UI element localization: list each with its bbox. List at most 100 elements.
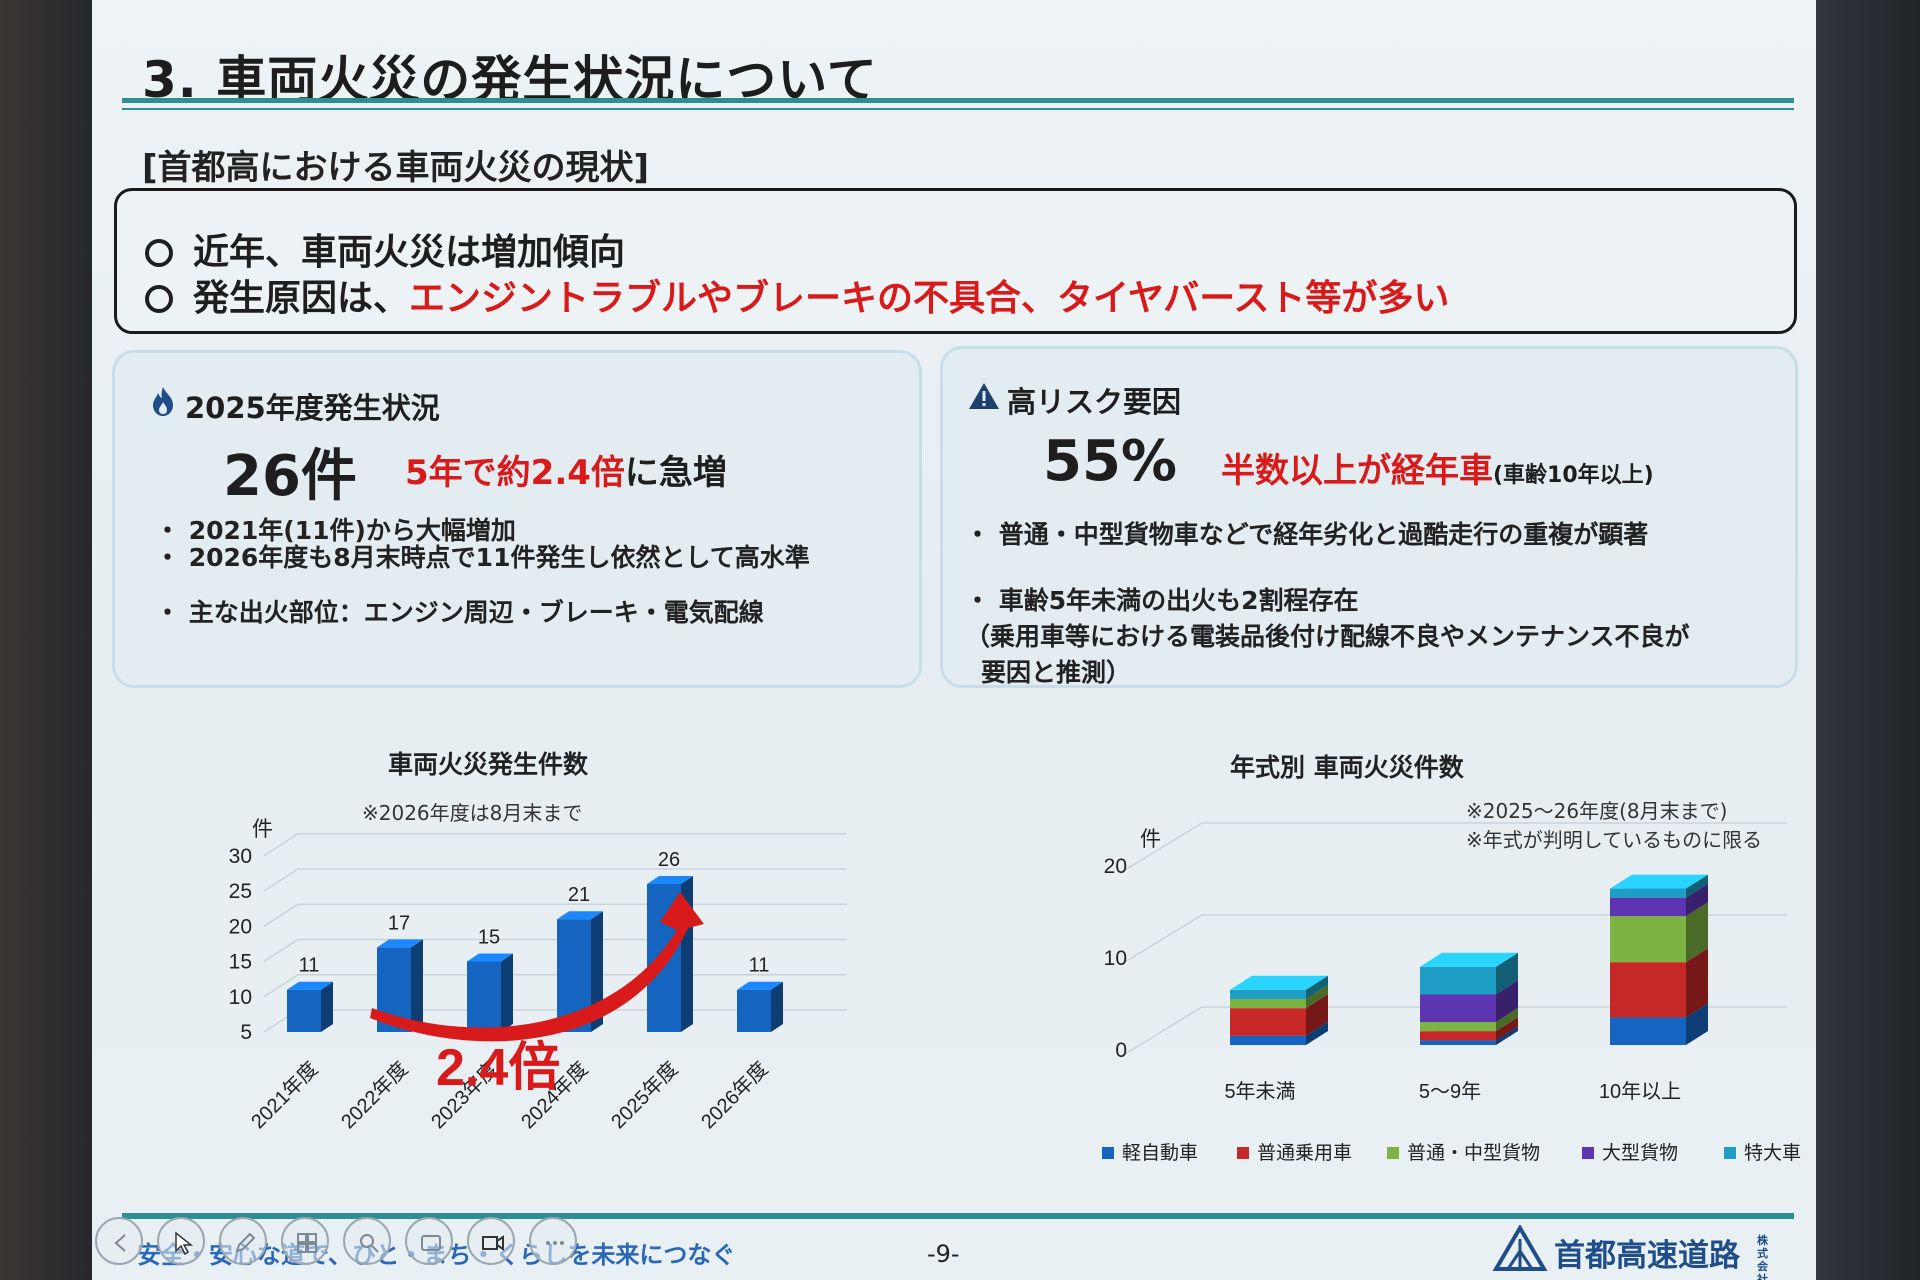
chart1-bar-top [287, 981, 333, 990]
chart2-segment-front [1420, 1040, 1496, 1045]
chart1-bar-side [501, 953, 513, 1032]
risk-highlight-note: (車齢10年以上) [1493, 463, 1654, 488]
chart2-segment-front [1420, 994, 1496, 1022]
chart2-segment-side [1686, 883, 1708, 917]
chart2-segment-front [1610, 916, 1686, 963]
chart2-segment-top [1420, 952, 1518, 967]
chart2-legend-label: 大型貨物 [1602, 1142, 1678, 1164]
chart2-segment-side [1496, 980, 1518, 1022]
chart2-xtick: 5〜9年 [1419, 1080, 1481, 1103]
chart2-note-1: ※2025〜26年度(8月末まで) [1466, 799, 1728, 823]
pointer-icon [175, 1231, 194, 1255]
chart2-segment-front [1230, 1008, 1306, 1036]
chart2-grid-diag [1119, 1006, 1203, 1058]
chart2-segment-front [1610, 1017, 1686, 1045]
company-suffix: 株式会社 [1757, 1234, 1768, 1280]
chart1-grid-diag [263, 974, 299, 998]
chart1-grid-diag [263, 868, 299, 892]
company-name: 首都高速道路 [1554, 1238, 1740, 1274]
chart2-grid-diag [1119, 914, 1203, 966]
chart1-ytick: 5 [240, 1021, 252, 1044]
subtitle-button[interactable] [405, 1217, 453, 1265]
chart1-bar [737, 981, 783, 1032]
chart2-segment-side [1686, 948, 1708, 1018]
risk-bullet-2-cont-2: 要因と推測） [981, 658, 1132, 687]
chart1-bar-side [321, 981, 333, 1032]
subtitle-icon [421, 1235, 441, 1251]
chart2-legend-item: 軽自動車 [1102, 1142, 1198, 1164]
camera-icon [482, 1235, 504, 1251]
camera-button[interactable] [467, 1217, 515, 1265]
growth-annotation: 2.4倍 [436, 1039, 560, 1097]
chart1-ylabel: 件 [252, 818, 273, 841]
chart1-bar-side [771, 981, 783, 1032]
chart1-ytick: 20 [229, 915, 252, 938]
photo-frame-right [1816, 0, 1920, 1280]
more-icon [546, 1241, 564, 1245]
prev-slide-button[interactable] [95, 1217, 143, 1265]
zoom-icon [360, 1234, 379, 1253]
summary-line-1-text: 近年、車両火災は増加傾向 [193, 232, 626, 273]
chart2-legend-label: 普通乗用車 [1257, 1142, 1352, 1164]
incident-count-value: 26件 [223, 444, 357, 509]
summary-line-1: 近年、車両火災は増加傾向 [145, 223, 625, 275]
chart2-segment-side [1496, 1026, 1518, 1045]
chart2-ylabel: 件 [1140, 828, 1161, 851]
chart1-ytick: 10 [229, 986, 252, 1009]
chart1-grid-diag [263, 938, 299, 963]
chart2-segment-front [1610, 962, 1686, 1018]
presenter-toolbar [95, 1215, 655, 1271]
chart1-data-label: 26 [658, 849, 680, 871]
chart1-bar-side [411, 939, 423, 1032]
chart1-bar-top [737, 981, 783, 990]
chart1-xtick: 2021年度 [247, 1057, 323, 1133]
status-panel: 2025年度発生状況 26件 5年で約2.4倍に急増 ・ 2021年(11件)か… [112, 350, 922, 688]
chart1-grid-diag [263, 903, 299, 927]
growth-highlight: 5年で約2.4倍に急増 [405, 445, 727, 494]
chart2-ytick: 0 [1115, 1039, 1127, 1062]
chart1-bar [287, 981, 333, 1032]
chart2-segment-top [1230, 975, 1328, 990]
chart1-data-label: 17 [388, 912, 410, 934]
chart2-segment-front [1230, 999, 1306, 1009]
growth-arrow-icon [370, 892, 704, 1042]
chart2-legend-label: 軽自動車 [1122, 1142, 1198, 1164]
presentation-slide: 3. 車両火災の発生状況について [首都高における車両火災の現状] 近年、車両火… [92, 0, 1816, 1280]
title-rule-thin [122, 108, 1794, 110]
chart1-bar [467, 953, 513, 1032]
chart2-segment-side [1686, 874, 1708, 898]
growth-highlight-black: に急増 [624, 453, 727, 493]
aged-vehicle-share-value: 55% [1043, 429, 1178, 494]
footer-rule [122, 1213, 1794, 1219]
prev-slide-icon [114, 1234, 126, 1252]
chart1-ytick: 25 [229, 880, 252, 903]
title-rule [122, 98, 1794, 103]
chart2-segment-front [1230, 989, 1306, 999]
slides-button[interactable] [281, 1217, 329, 1265]
zoom-button[interactable] [343, 1217, 391, 1265]
section-subheading: [首都高における車両火災の現状] [142, 148, 650, 188]
pen-button[interactable] [219, 1217, 267, 1265]
yearly-incidents-chart: 件30252015105112021年度172022年度152023年度2120… [229, 818, 847, 1133]
chart2-legend-swatch [1102, 1147, 1114, 1159]
summary-line-2: 発生原因は、エンジントラブルやブレーキの不具合、タイヤバースト等が多い [145, 269, 1449, 321]
risk-highlight: 半数以上が経年車(車齢10年以上) [1221, 443, 1654, 492]
chart1-bar-top [647, 875, 693, 884]
chart1-bar-front [737, 989, 771, 1032]
summary-line-2-prefix: 発生原因は、 [193, 278, 410, 319]
chart2-grid-diag [1119, 822, 1203, 874]
chart2-legend-swatch [1237, 1147, 1249, 1159]
chart1-grid-diag [263, 833, 299, 857]
chart2-legend-item: 普通・中型貨物 [1387, 1142, 1540, 1164]
status-bullet-1: ・ 2021年(11件)から大幅増加 [155, 516, 516, 545]
more-button[interactable] [529, 1217, 577, 1265]
summary-line-2-highlight: エンジントラブルやブレーキの不具合、タイヤバースト等が多い [409, 278, 1450, 319]
chart2-legend-swatch [1387, 1147, 1399, 1159]
chart2-xtick: 10年以上 [1599, 1080, 1681, 1103]
chart1-bar-top [467, 953, 513, 962]
chart2-legend-swatch [1724, 1147, 1736, 1159]
chart2-ytick: 20 [1104, 855, 1127, 878]
pointer-button[interactable] [157, 1217, 205, 1265]
chart1-data-label: 15 [478, 927, 500, 949]
